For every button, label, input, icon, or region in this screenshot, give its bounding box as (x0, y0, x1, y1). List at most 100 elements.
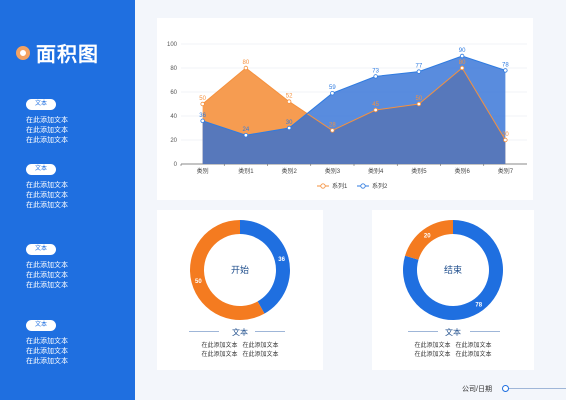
sidebar-line: 在此添加文本 (26, 358, 68, 365)
series-line-1 (202, 67, 506, 141)
area-chart: 0 20 40 60 80 100 50 80 52 28 45 50 80 20 36 24 30 59 73 77… (167, 42, 527, 190)
sidebar: 面积图 文本 在此添加文本 在此添加文本 在此添加文本 文本 在此添加文本 在此… (0, 0, 135, 400)
caption-row: 在此添加文本 在此添加文本 (372, 351, 534, 360)
caption-divider-left (408, 331, 438, 332)
y-tick-label: 100 (167, 42, 178, 48)
data-point (416, 101, 422, 107)
data-label: 80 (459, 60, 466, 66)
caption-text: 在此添加文本 (414, 343, 451, 349)
data-point (200, 118, 205, 123)
caption-divider-right (255, 331, 285, 332)
sidebar-line: 在此添加文本 (26, 137, 68, 144)
title-row: 面积图 (16, 38, 99, 67)
caption-title: 文本 (232, 328, 248, 337)
footer-dot (502, 385, 509, 392)
sidebar-line: 在此添加文本 (26, 192, 68, 199)
data-point (416, 69, 422, 74)
donut-chart-end: 78 20 结束 (403, 220, 503, 320)
sidebar-block: 文本 在此添加文本 在此添加文本 在此添加文本 (26, 237, 68, 291)
caption-divider-right (470, 331, 500, 332)
data-label: 52 (286, 94, 293, 100)
data-point (373, 107, 378, 113)
data-point (243, 132, 249, 138)
donut-card-end: 78 20 结束 文本 在此添加文本 在此添加文本 在此添加文本 在此添加文本 (372, 210, 534, 370)
sidebar-block: 文本 在此添加文本 在此添加文本 在此添加文本 (26, 157, 68, 211)
donut-caption: 文本 在此添加文本 在此添加文本 在此添加文本 在此添加文本 (157, 327, 323, 360)
caption-text: 在此添加文本 (201, 352, 238, 358)
slice-label: 78 (475, 302, 482, 308)
text-pill[interactable]: 文本 (26, 99, 56, 110)
caption-text: 在此添加文本 (455, 343, 492, 349)
footer-company-date: 公司/日期 (462, 386, 492, 393)
sidebar-line: 在此添加文本 (26, 202, 68, 209)
sidebar-line: 在此添加文本 (26, 348, 68, 355)
page-title: 面积图 (36, 44, 99, 66)
data-label: 45 (372, 102, 379, 108)
data-label: 24 (243, 127, 250, 133)
caption-text: 在此添加文本 (242, 352, 279, 358)
data-label: 36 (199, 113, 206, 119)
caption-text: 在此添加文本 (201, 343, 238, 349)
data-label: 90 (459, 48, 466, 54)
data-label: 30 (286, 120, 293, 126)
data-point (243, 65, 249, 71)
data-point (286, 99, 292, 104)
data-point (459, 65, 465, 71)
data-point (373, 74, 378, 79)
y-tick-label: 0 (174, 162, 178, 168)
legend-label: 系列2 (372, 182, 388, 190)
data-label: 77 (416, 64, 423, 70)
legend-swatch-dot (360, 183, 366, 189)
x-tick-label: 类别 (197, 167, 209, 175)
area-chart-card: 0 20 40 60 80 100 50 80 52 28 45 50 80 20 36 24 30 59 73 77… (157, 18, 533, 200)
donut-center-label: 开始 (231, 264, 249, 275)
sidebar-line: 在此添加文本 (26, 282, 68, 289)
donut-slice (240, 220, 290, 314)
data-label: 50 (416, 96, 423, 102)
sidebar-line: 在此添加文本 (26, 338, 68, 345)
data-point (503, 68, 508, 73)
sidebar-line: 在此添加文本 (26, 182, 68, 189)
caption-row: 在此添加文本 在此添加文本 (372, 342, 534, 351)
data-point (459, 53, 465, 59)
text-pill[interactable]: 文本 (26, 320, 56, 331)
ring-icon (16, 45, 30, 60)
data-point (200, 101, 205, 107)
x-tick-label: 类别5 (411, 167, 427, 175)
sidebar-block: 文本 在此添加文本 在此添加文本 在此添加文本 (26, 313, 68, 367)
text-pill[interactable]: 文本 (26, 164, 56, 175)
series-line-2 (202, 55, 506, 136)
sidebar-block: 文本 在此添加文本 在此添加文本 在此添加文本 (26, 92, 68, 146)
caption-title: 文本 (445, 328, 461, 337)
slice-label: 36 (278, 257, 285, 263)
data-label: 50 (199, 96, 206, 102)
caption-row: 在此添加文本 在此添加文本 (157, 351, 323, 360)
data-label: 78 (502, 62, 509, 68)
y-tick-label: 60 (170, 90, 177, 96)
y-tick-label: 80 (170, 66, 177, 72)
donut-caption: 文本 在此添加文本 在此添加文本 在此添加文本 在此添加文本 (372, 327, 534, 360)
sidebar-line: 在此添加文本 (26, 117, 68, 124)
y-tick-label: 40 (170, 114, 177, 120)
slice-label: 20 (424, 234, 431, 240)
data-point (330, 128, 335, 133)
legend-swatch-dot (320, 183, 326, 189)
footer-divider (505, 388, 566, 389)
slice-label: 50 (195, 279, 202, 285)
x-tick-label: 类别3 (325, 167, 341, 175)
caption-row: 在此添加文本 在此添加文本 (157, 342, 323, 351)
caption-divider-left (189, 331, 219, 332)
legend-label: 系列1 (332, 182, 348, 190)
caption-text: 在此添加文本 (242, 343, 279, 349)
x-tick-label: 类别7 (498, 167, 514, 175)
text-pill[interactable]: 文本 (26, 244, 56, 255)
x-tick-label: 类别6 (454, 167, 470, 175)
data-point (286, 125, 292, 131)
caption-text: 在此添加文本 (455, 352, 492, 358)
data-label: 28 (329, 122, 336, 128)
x-tick-label: 类别2 (281, 167, 297, 175)
donut-center-label: 结束 (444, 264, 462, 275)
donut-slice (190, 220, 265, 320)
series-area-2 (202, 56, 506, 164)
sidebar-line: 在此添加文本 (26, 262, 68, 269)
